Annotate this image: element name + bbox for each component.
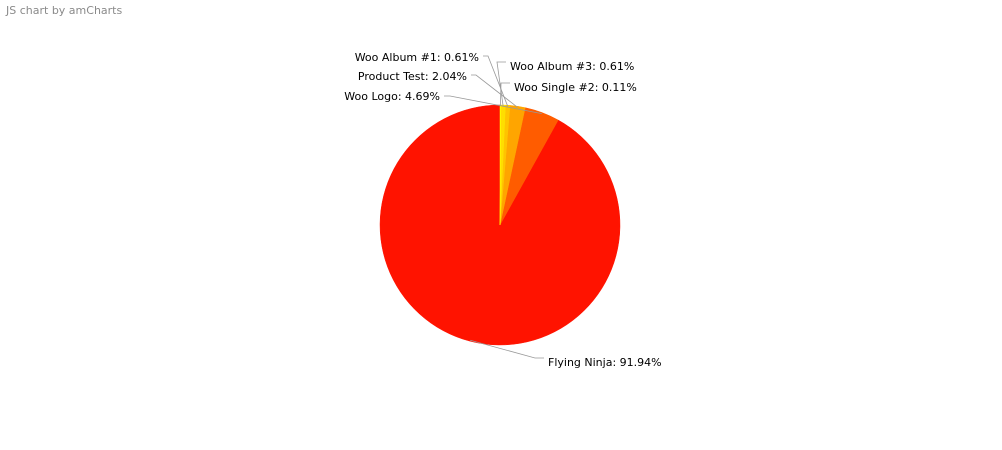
slice-label: Product Test: 2.04% bbox=[358, 70, 467, 83]
label-leader-line bbox=[471, 74, 518, 108]
label-leader-line bbox=[470, 339, 544, 359]
label-leader-line bbox=[444, 95, 542, 114]
pie-labels: Flying Ninja: 91.94% Woo Logo: 4.69% Produ… bbox=[344, 51, 661, 369]
slice-label: Flying Ninja: 91.94% bbox=[548, 356, 662, 369]
label-leader-line bbox=[500, 82, 510, 107]
slice-label: Woo Album #3: 0.61% bbox=[510, 60, 634, 73]
amcharts-credit-link[interactable]: JS chart by amCharts bbox=[6, 4, 123, 17]
pie-slices bbox=[379, 104, 621, 346]
slice-label: Woo Album #1: 0.61% bbox=[355, 51, 479, 64]
label-leader-line bbox=[483, 55, 509, 107]
slice-label: Woo Logo: 4.69% bbox=[344, 90, 440, 103]
slice-label: Woo Single #2: 0.11% bbox=[514, 81, 637, 94]
